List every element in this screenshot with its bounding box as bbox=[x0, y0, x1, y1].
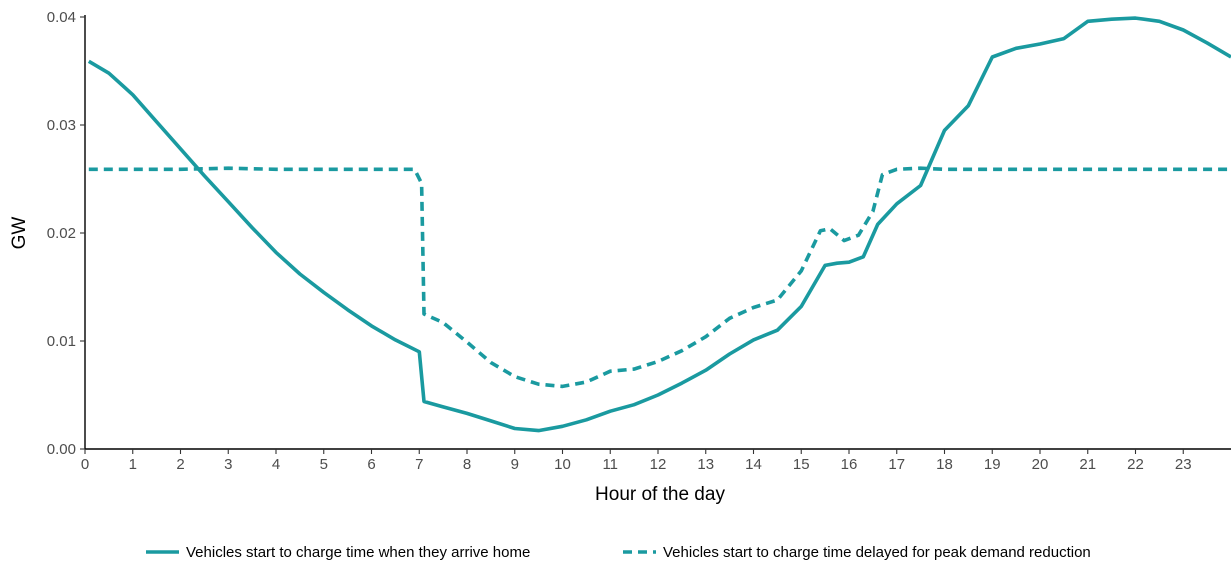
x-tick-label: 23 bbox=[1175, 456, 1192, 473]
x-tick-label: 11 bbox=[602, 456, 618, 473]
x-tick-label: 4 bbox=[272, 456, 280, 473]
y-axis-ticks: 0.00 0.01 0.02 0.03 0.04 bbox=[47, 9, 85, 458]
legend: Vehicles start to charge time when they … bbox=[146, 544, 1091, 561]
x-tick-label: 12 bbox=[650, 456, 667, 473]
x-tick-label: 5 bbox=[320, 456, 328, 473]
x-tick-label: 22 bbox=[1127, 456, 1144, 473]
x-tick-label: 3 bbox=[224, 456, 232, 473]
x-tick-label: 13 bbox=[697, 456, 714, 473]
y-tick-label: 0.02 bbox=[47, 225, 76, 242]
x-axis-title: Hour of the day bbox=[595, 484, 725, 505]
x-tick-label: 15 bbox=[793, 456, 810, 473]
x-tick-label: 0 bbox=[81, 456, 89, 473]
x-tick-label: 6 bbox=[367, 456, 375, 473]
y-tick-label: 0.01 bbox=[47, 333, 76, 350]
y-axis-title: GW bbox=[9, 217, 30, 250]
legend-item-arrive-home-label: Vehicles start to charge time when they … bbox=[186, 544, 530, 561]
x-tick-label: 17 bbox=[888, 456, 905, 473]
x-tick-label: 9 bbox=[511, 456, 519, 473]
x-tick-label: 8 bbox=[463, 456, 471, 473]
y-tick-label: 0.00 bbox=[47, 441, 76, 458]
x-tick-label: 14 bbox=[745, 456, 762, 473]
y-tick-label: 0.04 bbox=[47, 9, 76, 26]
x-tick-label: 19 bbox=[984, 456, 1001, 473]
legend-item-delayed-label: Vehicles start to charge time delayed fo… bbox=[663, 544, 1091, 561]
series-layer bbox=[87, 16, 1231, 433]
series-line-delayed bbox=[88, 166, 1231, 389]
x-tick-label: 2 bbox=[176, 456, 184, 473]
x-tick-label: 21 bbox=[1079, 456, 1096, 473]
x-tick-label: 18 bbox=[936, 456, 953, 473]
x-tick-label: 20 bbox=[1032, 456, 1049, 473]
x-tick-label: 16 bbox=[841, 456, 858, 473]
x-tick-label: 1 bbox=[129, 456, 137, 473]
x-tick-label: 10 bbox=[554, 456, 571, 473]
series-line-arrive-home bbox=[87, 16, 1231, 433]
x-tick-label: 7 bbox=[415, 456, 423, 473]
y-tick-label: 0.03 bbox=[47, 117, 76, 134]
x-axis-ticks: 0 1 2 3 4 5 6 7 8 9 10 11 12 13 14 15 16 17 18 19 20 21 22 23 bbox=[81, 449, 1192, 473]
